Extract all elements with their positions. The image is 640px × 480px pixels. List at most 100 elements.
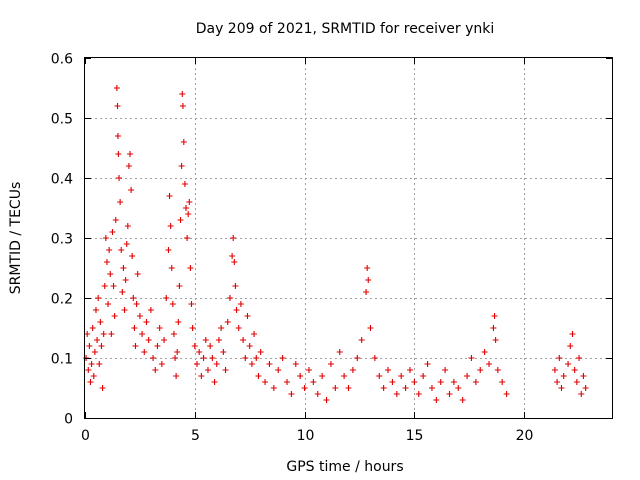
data-point [189, 325, 196, 331]
data-point [424, 361, 431, 367]
data-point [196, 349, 203, 355]
data-point [152, 367, 159, 373]
data-point [288, 391, 295, 397]
data-point [494, 367, 501, 373]
data-point [310, 379, 317, 385]
data-point [345, 385, 352, 391]
data-point [450, 379, 457, 385]
data-point [90, 373, 97, 379]
data-point [185, 211, 192, 217]
data-point [91, 349, 98, 355]
data-point [551, 367, 558, 373]
data-point [211, 379, 218, 385]
data-point [415, 391, 422, 397]
data-point [172, 355, 179, 361]
data-point [96, 361, 103, 367]
data-point [389, 379, 396, 385]
data-point [240, 337, 247, 343]
data-point [398, 373, 405, 379]
grid-lines [85, 58, 612, 418]
y-tick-label: 0.3 [51, 232, 73, 248]
data-point [371, 355, 378, 361]
data-point [481, 349, 488, 355]
data-point [115, 151, 122, 157]
data-point [314, 391, 321, 397]
data-point [102, 235, 109, 241]
data-point [167, 223, 174, 229]
chart-title: Day 209 of 2021, SRMTID for receiver ynk… [196, 21, 495, 37]
data-point [246, 343, 253, 349]
data-point [198, 373, 205, 379]
data-point [220, 349, 227, 355]
data-point [112, 217, 119, 223]
data-point [376, 373, 383, 379]
data-point [365, 277, 372, 283]
data-point [184, 235, 191, 241]
data-point [248, 361, 255, 367]
data-point [165, 247, 172, 253]
plot-frame [84, 57, 613, 419]
data-point [124, 223, 131, 229]
data-point [442, 367, 449, 373]
data-point [266, 361, 273, 367]
data-point [455, 385, 462, 391]
data-point [327, 361, 334, 367]
x-tick-label: 10 [297, 428, 315, 444]
data-point [156, 325, 163, 331]
data-point [490, 325, 497, 331]
data-point [565, 361, 572, 367]
data-point [215, 337, 222, 343]
data-point [578, 391, 585, 397]
data-point [105, 301, 112, 307]
data-point [121, 307, 128, 313]
data-point [99, 385, 106, 391]
data-point [367, 325, 374, 331]
data-point [558, 385, 565, 391]
data-point [129, 253, 136, 259]
data-point [114, 133, 121, 139]
data-point [284, 379, 291, 385]
data-point [253, 355, 260, 361]
data-point [255, 373, 262, 379]
data-point [200, 355, 207, 361]
y-tick-label: 0.2 [51, 292, 73, 308]
data-point [305, 367, 312, 373]
x-axis-title: GPS time / hours [286, 459, 403, 475]
data-point [218, 325, 225, 331]
data-point [125, 163, 132, 169]
data-point [244, 313, 251, 319]
data-point [336, 349, 343, 355]
data-point [499, 379, 506, 385]
data-point [161, 337, 168, 343]
data-point [180, 139, 187, 145]
x-tick-label: 0 [81, 428, 90, 444]
data-point [477, 367, 484, 373]
data-point [174, 349, 181, 355]
data-point [143, 319, 150, 325]
data-point [128, 187, 135, 193]
data-point [486, 361, 493, 367]
data-point [582, 385, 589, 391]
data-point [270, 385, 277, 391]
data-point [183, 205, 190, 211]
data-point [173, 373, 180, 379]
data-point [179, 91, 186, 97]
data-point [86, 343, 93, 349]
data-point [110, 283, 117, 289]
data-point [231, 259, 238, 265]
data-point [491, 313, 498, 319]
data-point [257, 349, 264, 355]
data-point [130, 295, 137, 301]
data-point [118, 247, 125, 253]
data-point [363, 289, 370, 295]
data-point [380, 385, 387, 391]
data-point [464, 373, 471, 379]
x-tick-label: 15 [406, 428, 424, 444]
y-tick-labels: 0 0.1 0.2 0.3 0.4 0.5 0.6 [51, 52, 73, 428]
data-point [87, 379, 94, 385]
data-point [571, 367, 578, 373]
x-tick-label: 20 [516, 428, 534, 444]
data-point [85, 367, 92, 373]
data-point [235, 325, 242, 331]
